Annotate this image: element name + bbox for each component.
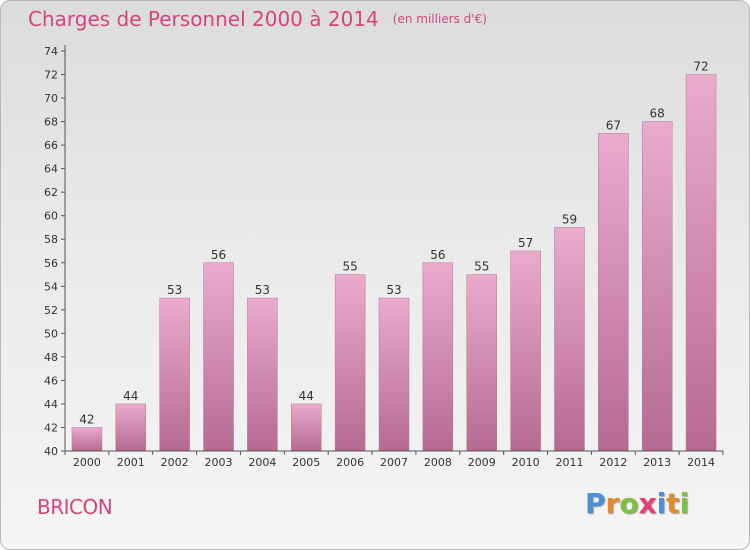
bar-value-label: 44: [299, 389, 314, 403]
bar: [203, 262, 234, 452]
chart-title-text: Charges de Personnel 2000 à 2014: [28, 7, 379, 31]
x-tick-label: 2008: [424, 456, 452, 469]
bar: [641, 121, 673, 452]
bars-group: 42 44 53 56 53 44 55 53 56 55 57 59 67 68 72: [71, 60, 717, 452]
bar-value-label: 67: [606, 118, 621, 132]
y-tick-label: 74: [44, 45, 58, 58]
y-tick-label: 52: [44, 304, 58, 317]
x-tick-label: 2005: [292, 456, 320, 469]
logo-letter: x: [638, 487, 657, 520]
bar-value-label: 53: [255, 283, 270, 297]
y-tick-label: 40: [44, 445, 58, 458]
bar-value-label: 55: [474, 260, 489, 274]
x-tick-label: 2014: [687, 456, 715, 469]
x-tick-label: 2013: [643, 456, 671, 469]
x-axis: 2000 2001 2002 2003 2004 2005 2006 2007 2008 2009…: [64, 450, 724, 469]
bar: [115, 403, 147, 452]
y-tick-label: 68: [44, 116, 58, 129]
y-tick-label: 70: [44, 92, 58, 105]
logo-letter: r: [605, 487, 620, 520]
x-tick-label: 2009: [468, 456, 496, 469]
bar: [466, 274, 497, 452]
y-tick-label: 46: [44, 374, 58, 387]
y-axis: 40 42 44 46 48 50 52 54 56 58 60 62 64 66 68 70 72 74: [44, 45, 66, 458]
bar-value-label: 44: [123, 389, 138, 403]
bar: [71, 427, 103, 452]
bar-value-label: 55: [342, 260, 357, 274]
x-tick-label: 2012: [599, 456, 627, 469]
bar: [378, 297, 410, 452]
bar: [554, 227, 585, 452]
x-tick-label: 2004: [248, 456, 276, 469]
x-tick-label: 2006: [336, 456, 364, 469]
x-tick-label: 2000: [73, 456, 101, 469]
bar-value-label: 57: [518, 236, 533, 250]
proxiti-logo: Proxiti: [585, 487, 689, 520]
y-tick-label: 48: [44, 351, 58, 364]
y-tick-label: 66: [44, 139, 58, 152]
y-tick-label: 62: [44, 186, 58, 199]
bar-value-label: 53: [167, 283, 182, 297]
chart-subtitle: (en milliers d'€): [392, 12, 487, 26]
x-tick-label: 2011: [555, 456, 583, 469]
y-tick-label: 50: [44, 327, 58, 340]
place-name: BRICON: [37, 495, 113, 519]
logo-letter: t: [666, 487, 680, 520]
x-tick-label: 2001: [117, 456, 145, 469]
y-tick-label: 58: [44, 233, 58, 246]
bar-value-label: 68: [650, 107, 665, 121]
y-tick-label: 64: [44, 163, 58, 176]
x-tick-label: 2007: [380, 456, 408, 469]
y-tick-label: 44: [44, 398, 58, 411]
logo-letter: P: [585, 487, 606, 520]
bar-value-label: 72: [693, 60, 708, 74]
y-tick-label: 54: [44, 280, 58, 293]
bar: [247, 297, 278, 452]
bar-value-label: 56: [211, 248, 226, 262]
y-tick-label: 60: [44, 210, 58, 223]
bar: [159, 297, 190, 452]
bar-value-label: 59: [562, 212, 577, 226]
bar: [291, 403, 322, 452]
y-tick-label: 72: [44, 69, 58, 82]
bar-value-label: 42: [79, 412, 94, 426]
x-tick-label: 2010: [512, 456, 540, 469]
bar: [334, 274, 366, 452]
chart-title: Charges de Personnel 2000 à 2014 (en mill…: [28, 7, 487, 31]
logo-letter: i: [679, 487, 690, 520]
bar: [598, 133, 629, 452]
bar: [510, 250, 541, 452]
y-tick-label: 42: [44, 421, 58, 434]
y-tick-label: 56: [44, 257, 58, 270]
x-tick-label: 2003: [205, 456, 233, 469]
logo-letter: o: [619, 487, 639, 520]
logo-letter: i: [656, 487, 667, 520]
bar: [422, 262, 454, 452]
x-tick-label: 2002: [161, 456, 189, 469]
bar: [685, 74, 717, 452]
bar-value-label: 56: [430, 248, 445, 262]
bar-value-label: 53: [386, 283, 401, 297]
